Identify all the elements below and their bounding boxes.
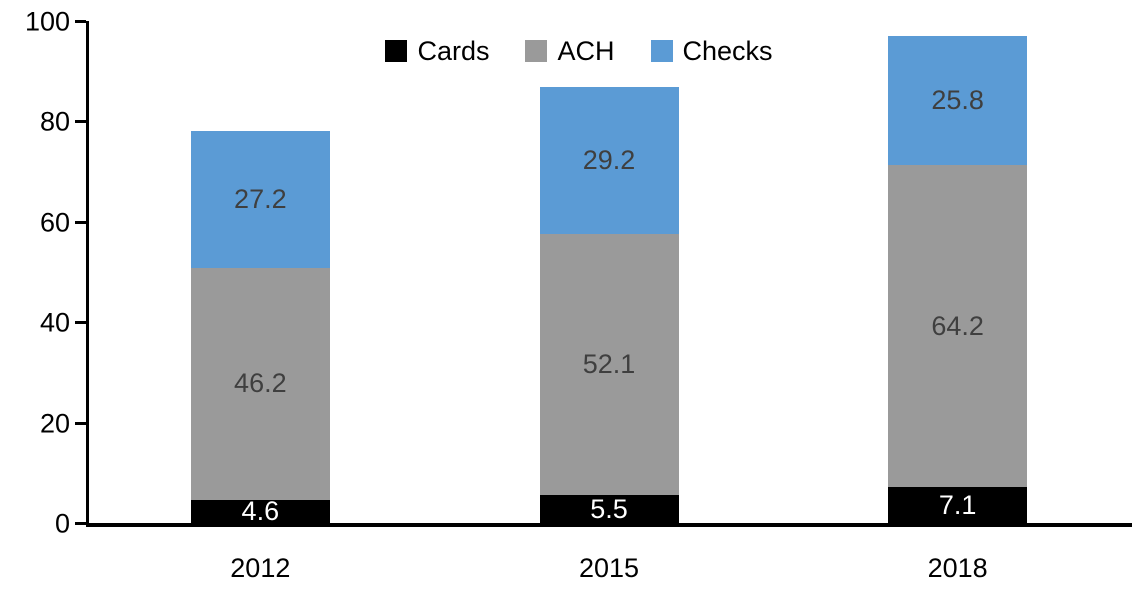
- bar-segment-value: 25.8: [931, 84, 984, 115]
- y-axis-tick: [75, 421, 86, 425]
- bar-segment-checks: 29.2: [539, 87, 679, 234]
- legend-swatch-cards: [385, 40, 408, 62]
- legend-item-ach: ACH: [525, 35, 615, 66]
- bar-segment-value: 64.2: [931, 310, 984, 341]
- chart-legend: Cards ACH Checks: [86, 35, 1072, 66]
- bar-segment-value: 29.2: [582, 145, 636, 176]
- bar-segment-cards: 5.5: [539, 493, 679, 524]
- bar-segment-checks: 27.2: [190, 131, 330, 268]
- x-axis-category-label: 2015: [578, 553, 640, 583]
- y-axis-tick: [75, 220, 86, 224]
- bar-segment-value: 4.6: [241, 495, 280, 526]
- y-axis-tick: [75, 321, 86, 325]
- legend-label: Cards: [417, 35, 490, 66]
- y-axis-tick-label: 40: [39, 307, 70, 338]
- y-axis-tick: [75, 522, 86, 525]
- bar-segment-value: 7.1: [938, 489, 977, 520]
- bar-segment-value: 52.1: [582, 349, 636, 380]
- x-axis-line: [86, 523, 1132, 527]
- y-axis-tick-label: 60: [39, 207, 70, 238]
- y-axis-tick-label: 100: [24, 6, 70, 37]
- legend-swatch-checks: [650, 40, 673, 62]
- bar-segment-cards: 4.6: [190, 495, 330, 526]
- y-axis-tick: [75, 20, 86, 23]
- y-axis-tick-label: 80: [39, 106, 70, 137]
- bar-segment-ach: 52.1: [539, 233, 679, 496]
- bar-segment-checks: 25.8: [888, 35, 1028, 166]
- x-axis-category-label: 2012: [230, 553, 291, 583]
- y-axis-line: [86, 21, 89, 527]
- legend-label: Checks: [682, 35, 773, 66]
- legend-item-checks: Checks: [650, 35, 773, 66]
- y-axis-tick: [75, 120, 86, 124]
- legend-swatch-ach: [525, 40, 548, 62]
- bar-segment-ach: 46.2: [190, 267, 330, 500]
- bar-segment-ach: 64.2: [888, 165, 1028, 488]
- bar-segment-value: 46.2: [234, 368, 287, 399]
- y-axis-tick-label: 0: [54, 508, 70, 539]
- bar-segment-value: 27.2: [234, 184, 287, 215]
- y-axis-tick-label: 20: [39, 408, 70, 439]
- legend-label: ACH: [557, 35, 615, 66]
- legend-item-cards: Cards: [385, 35, 490, 66]
- bar-segment-value: 5.5: [590, 493, 628, 524]
- x-axis-category-label: 2018: [927, 553, 988, 583]
- bar-segment-cards: 7.1: [888, 487, 1028, 523]
